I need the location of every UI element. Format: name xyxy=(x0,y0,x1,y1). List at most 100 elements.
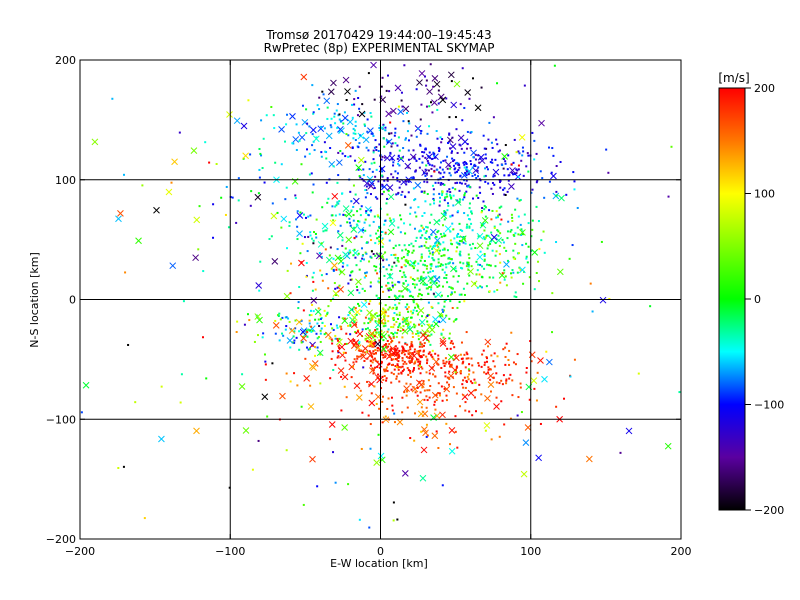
data-point-cross xyxy=(353,308,361,316)
data-point xyxy=(380,174,383,177)
data-point xyxy=(410,344,413,347)
data-point xyxy=(351,278,354,281)
data-point xyxy=(431,251,434,254)
data-point-cross xyxy=(360,301,368,309)
data-point xyxy=(401,345,404,348)
data-point xyxy=(457,163,460,166)
data-point xyxy=(446,155,449,158)
data-point xyxy=(511,394,514,397)
x-tick-label: 0 xyxy=(377,545,384,558)
data-point xyxy=(403,349,406,352)
data-point xyxy=(398,366,401,369)
data-point xyxy=(494,254,497,257)
data-point xyxy=(535,181,538,184)
data-point xyxy=(502,241,505,244)
data-point-cross xyxy=(403,385,410,393)
data-point xyxy=(419,276,422,279)
data-point xyxy=(397,226,400,229)
data-point xyxy=(321,279,324,282)
data-point xyxy=(406,130,409,133)
data-point xyxy=(326,106,329,109)
data-point xyxy=(305,132,308,135)
data-point xyxy=(493,226,496,229)
data-point xyxy=(421,315,424,318)
data-point xyxy=(426,313,429,316)
data-point xyxy=(335,324,338,327)
data-point xyxy=(420,430,423,433)
data-point xyxy=(403,263,406,266)
data-point xyxy=(501,238,504,241)
data-point xyxy=(337,174,340,177)
data-point-cross xyxy=(82,381,90,389)
data-point xyxy=(373,98,376,101)
data-point xyxy=(351,308,354,311)
x-tick-label: 100 xyxy=(520,545,541,558)
data-point xyxy=(505,342,508,345)
data-point xyxy=(318,325,321,328)
data-point xyxy=(523,84,526,87)
data-point xyxy=(404,137,407,140)
data-point xyxy=(467,265,470,268)
data-point xyxy=(385,369,388,372)
data-point xyxy=(508,363,511,366)
data-point-cross xyxy=(377,452,385,460)
data-point xyxy=(522,150,525,153)
data-point xyxy=(493,183,496,186)
data-point xyxy=(511,379,514,382)
data-point xyxy=(449,239,452,242)
data-point xyxy=(400,193,403,196)
data-point-cross xyxy=(278,126,285,133)
data-point xyxy=(477,364,480,367)
data-point-cross xyxy=(531,249,539,256)
data-point xyxy=(361,353,364,356)
data-point xyxy=(308,322,311,325)
data-point xyxy=(353,103,356,106)
data-point xyxy=(515,296,518,299)
data-point-cross xyxy=(378,317,385,325)
data-point xyxy=(397,360,400,363)
data-point xyxy=(386,141,389,144)
data-point xyxy=(430,263,433,266)
data-point xyxy=(364,316,367,319)
data-point xyxy=(420,224,423,227)
data-point-cross xyxy=(337,125,344,133)
data-point xyxy=(413,261,416,264)
data-point xyxy=(337,351,340,354)
data-point xyxy=(459,181,462,184)
data-point xyxy=(495,396,498,399)
data-point xyxy=(449,215,452,218)
data-point xyxy=(393,134,396,137)
data-point xyxy=(416,332,419,335)
data-point xyxy=(367,322,370,325)
data-point xyxy=(465,147,468,150)
data-point xyxy=(484,236,487,239)
data-point xyxy=(329,299,332,302)
data-point xyxy=(373,335,376,338)
data-point xyxy=(553,64,556,67)
data-point xyxy=(385,377,388,380)
data-point xyxy=(302,213,305,216)
data-point xyxy=(432,85,435,88)
data-point xyxy=(438,320,441,323)
data-point xyxy=(458,201,461,204)
data-point xyxy=(397,280,400,283)
data-point xyxy=(354,323,357,326)
data-point xyxy=(353,319,356,322)
data-point xyxy=(493,290,496,293)
data-point xyxy=(396,144,399,147)
data-point-cross xyxy=(419,277,427,285)
data-point-cross xyxy=(233,117,241,125)
data-point-cross xyxy=(352,339,360,346)
data-point xyxy=(404,180,407,183)
data-point xyxy=(445,422,448,425)
data-point xyxy=(343,111,346,114)
data-point xyxy=(419,144,422,147)
data-point xyxy=(423,389,426,392)
data-point xyxy=(382,354,385,357)
data-point xyxy=(503,174,506,177)
data-point xyxy=(310,325,313,328)
data-point xyxy=(406,319,409,322)
data-point xyxy=(392,354,395,357)
data-point xyxy=(390,381,393,384)
data-point xyxy=(351,270,354,273)
